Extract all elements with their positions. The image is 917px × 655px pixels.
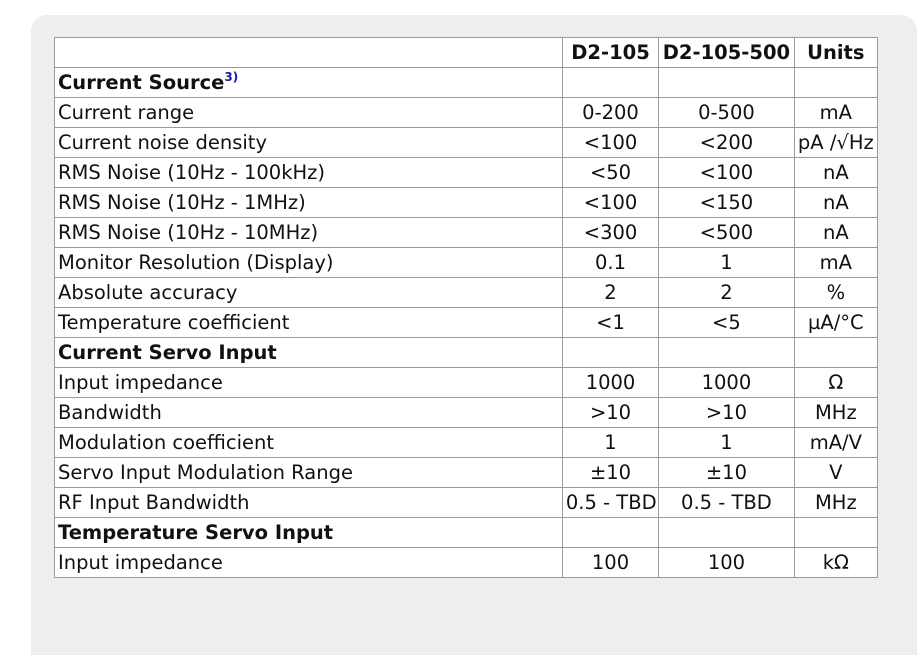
d2-105-value-cell: <1 (561, 307, 660, 338)
table-row: Current noise density <100 <200 pA /√Hz (54, 127, 879, 158)
d2-105-500-value-cell: 100 (658, 547, 795, 578)
d2-105-500-value-cell: 1 (658, 247, 795, 278)
unit-cell: MHz (793, 397, 879, 428)
footnote-marker[interactable]: 3) (224, 70, 239, 84)
table-row: Absolute accuracy 2 2% (54, 277, 879, 308)
header-cell-units: Units (793, 37, 879, 68)
empty-cell (561, 517, 660, 548)
d2-105-value-cell: <50 (561, 157, 660, 188)
parameter-cell: Monitor Resolution (Display) (54, 247, 563, 278)
parameter-cell: Modulation coefficient (54, 427, 563, 458)
d2-105-500-value-cell: 1 (658, 427, 795, 458)
parameter-cell: Bandwidth (54, 397, 563, 428)
section-row: Current Source3) (54, 67, 879, 98)
header-cell-d2-105-500: D2-105-500 (658, 37, 795, 68)
table-row: Input impedance 100 100 kΩ (54, 547, 879, 578)
d2-105-value-cell: <100 (561, 127, 660, 158)
section-title-text: Current Source (58, 71, 225, 94)
d2-105-value-cell: <100 (561, 187, 660, 218)
unit-cell: µA/°C (793, 307, 879, 338)
unit-cell: mA (793, 247, 879, 278)
section-title: Current Servo Input (54, 337, 563, 368)
table-row: Temperature coefficient <1 <5 µA/°C (54, 307, 879, 338)
parameter-cell: Input impedance (54, 367, 563, 398)
table-row: RMS Noise (10Hz - 10MHz) <300 <500 nA (54, 217, 879, 248)
empty-cell (658, 67, 795, 98)
d2-105-500-value-cell: <500 (658, 217, 795, 248)
d2-105-500-value-cell: 0.5 - TBD (658, 487, 795, 518)
parameter-cell: Current range (54, 97, 563, 128)
table-row: Current range 0-200 0-500 mA (54, 97, 879, 128)
table-row: Monitor Resolution (Display) 0.1 1 mA (54, 247, 879, 278)
parameter-cell: RMS Noise (10Hz - 10MHz) (54, 217, 563, 248)
empty-cell (658, 517, 795, 548)
d2-105-500-value-cell: >10 (658, 397, 795, 428)
d2-105-value-cell: >10 (561, 397, 660, 428)
d2-105-500-value-cell: <200 (658, 127, 795, 158)
d2-105-value-cell: <300 (561, 217, 660, 248)
unit-cell: % (793, 277, 879, 308)
d2-105-value-cell: 0-200 (561, 97, 660, 128)
parameter-cell: Temperature coefficient (54, 307, 563, 338)
table-row: Bandwidth >10 >10 MHz (54, 397, 879, 428)
section-row: Current Servo Input (54, 337, 879, 368)
section-title: Temperature Servo Input (54, 517, 563, 548)
d2-105-500-value-cell: 1000 (658, 367, 795, 398)
spec-table: D2-105 D2-105-500 Units Current Source3)… (54, 37, 879, 578)
d2-105-value-cell: 1000 (561, 367, 660, 398)
empty-cell (561, 337, 660, 368)
d2-105-500-value-cell: <150 (658, 187, 795, 218)
d2-105-value-cell: 0.5 - TBD (561, 487, 660, 518)
d2-105-value-cell: ±10 (561, 457, 660, 488)
d2-105-value-cell: 100 (561, 547, 660, 578)
empty-cell (793, 337, 879, 368)
unit-cell: MHz (793, 487, 879, 518)
unit-cell: pA /√Hz (793, 127, 879, 158)
parameter-cell: Absolute accuracy (54, 277, 563, 308)
empty-cell (793, 517, 879, 548)
unit-cell: nA (793, 157, 879, 188)
header-cell-d2-105: D2-105 (561, 37, 660, 68)
table-row: Modulation coefficient 1 1 mA/V (54, 427, 879, 458)
section-title: Current Source3) (54, 67, 563, 98)
unit-cell: Ω (793, 367, 879, 398)
parameter-cell: Input impedance (54, 547, 563, 578)
d2-105-500-value-cell: <5 (658, 307, 795, 338)
d2-105-500-value-cell: ±10 (658, 457, 795, 488)
empty-cell (658, 337, 795, 368)
spec-table-body: D2-105 D2-105-500 Units Current Source3)… (54, 37, 879, 578)
d2-105-value-cell: 1 (561, 427, 660, 458)
unit-cell: mA/V (793, 427, 879, 458)
unit-cell: nA (793, 217, 879, 248)
parameter-cell: RMS Noise (10Hz - 1MHz) (54, 187, 563, 218)
parameter-cell: RMS Noise (10Hz - 100kHz) (54, 157, 563, 188)
unit-cell: V (793, 457, 879, 488)
unit-cell: kΩ (793, 547, 879, 578)
table-row: RMS Noise (10Hz - 100kHz) <50 <100 nA (54, 157, 879, 188)
empty-cell (561, 67, 660, 98)
d2-105-value-cell: 0.1 (561, 247, 660, 278)
section-row: Temperature Servo Input (54, 517, 879, 548)
table-row: RMS Noise (10Hz - 1MHz) <100 <150 nA (54, 187, 879, 218)
unit-cell: mA (793, 97, 879, 128)
d2-105-value-cell: 2 (561, 277, 660, 308)
d2-105-500-value-cell: <100 (658, 157, 795, 188)
d2-105-500-value-cell: 2 (658, 277, 795, 308)
table-row: RF Input Bandwidth 0.5 - TBD 0.5 - TBD MHz (54, 487, 879, 518)
header-cell-parameter (54, 37, 563, 68)
table-row: Input impedance 1000 1000 Ω (54, 367, 879, 398)
parameter-cell: Servo Input Modulation Range (54, 457, 563, 488)
d2-105-500-value-cell: 0-500 (658, 97, 795, 128)
parameter-cell: Current noise density (54, 127, 563, 158)
unit-cell: nA (793, 187, 879, 218)
table-row: Servo Input Modulation Range ±10 ±10 V (54, 457, 879, 488)
header-row: D2-105 D2-105-500 Units (54, 37, 879, 68)
parameter-cell: RF Input Bandwidth (54, 487, 563, 518)
empty-cell (793, 67, 879, 98)
